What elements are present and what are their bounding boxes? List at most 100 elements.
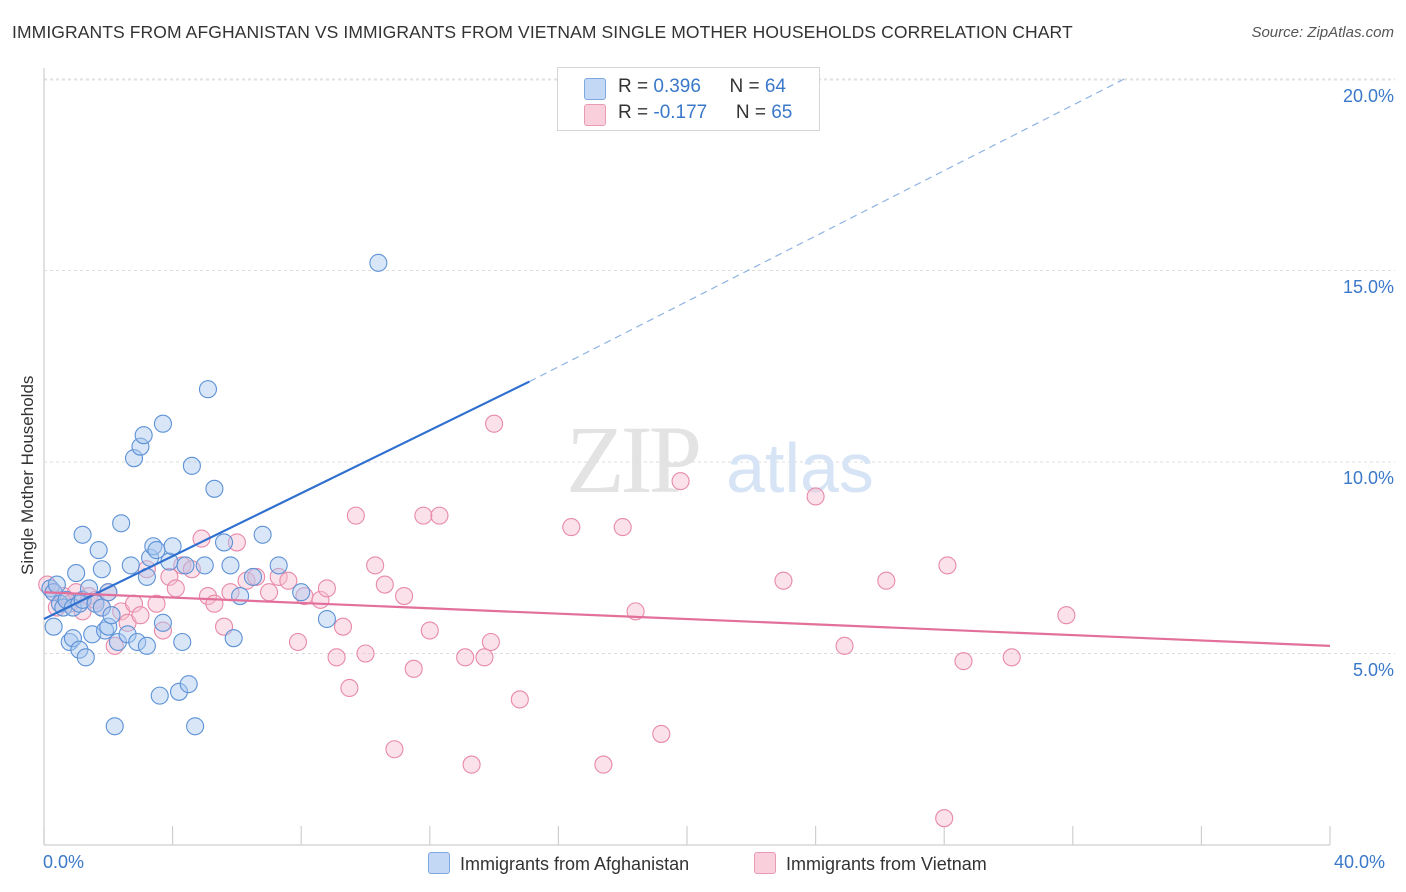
vietnam-point (774, 571, 793, 590)
vietnam-swatch (754, 852, 776, 874)
vietnam-point (613, 518, 632, 537)
afghanistan-point (112, 514, 131, 533)
watermark-zip: ZIP (566, 406, 699, 513)
afghanistan-point (150, 686, 169, 705)
source-label: Source: ZipAtlas.com (1251, 24, 1394, 41)
r-value-afghanistan: 0.396 (653, 76, 701, 97)
legend-label-afghanistan: Immigrants from Afghanistan (460, 854, 690, 874)
afghanistan-point (108, 632, 127, 652)
afghanistan-point (70, 640, 89, 659)
vietnam-point (510, 690, 529, 709)
r-value-vietnam: -0.177 (653, 102, 708, 123)
x-max-label: 40.0% (1334, 852, 1386, 872)
afghanistan-point (99, 583, 118, 602)
vietnam-trend-line (43, 591, 1331, 647)
afghanistan-point (44, 617, 63, 636)
afghanistan-point (89, 541, 108, 560)
afghanistan-point (205, 479, 224, 498)
y-tick-label: 20.0% (1342, 86, 1394, 106)
watermark-atlas: atlas (726, 429, 874, 507)
vietnam-point (938, 556, 957, 575)
vietnam-swatch (584, 104, 606, 126)
n-label: N = (735, 102, 772, 123)
vietnam-point (1057, 606, 1076, 625)
afghanistan-swatch (428, 852, 450, 874)
vietnam-point (462, 755, 481, 774)
vietnam-point (671, 472, 690, 491)
y-tick-label: 10.0% (1342, 468, 1394, 488)
vietnam-point (153, 621, 173, 640)
vietnam-point (340, 678, 359, 698)
vietnam-point (366, 556, 385, 575)
afghanistan-point (214, 533, 234, 552)
vietnam-point (594, 755, 613, 774)
vietnam-point (562, 518, 581, 537)
afghanistan-point (137, 636, 156, 655)
afghanistan-point (73, 525, 92, 544)
legend-item-afghanistan: Immigrants from Afghanistan (428, 852, 689, 875)
stats-legend: R = 0.396 N = 64 R = -0.177 N = 65 (557, 67, 820, 131)
afghanistan-point (182, 456, 201, 475)
y-axis-title: Single Mother Households (18, 375, 37, 575)
vietnam-point (806, 487, 825, 506)
vietnam-point (317, 579, 336, 598)
afghanistan-point (292, 583, 311, 602)
vietnam-point (166, 579, 185, 598)
afghanistan-point (105, 717, 124, 736)
afghanistan-point (67, 564, 86, 583)
afghanistan-point (224, 629, 243, 648)
vietnam-point (259, 583, 279, 602)
afghanistan-point (369, 253, 388, 272)
vietnam-point (935, 809, 954, 828)
vietnam-point (481, 632, 500, 652)
afghanistan-point (76, 648, 95, 667)
vietnam-point (877, 571, 896, 590)
afghanistan-point (179, 675, 198, 694)
vietnam-point (160, 567, 179, 586)
afghanistan-trend-line (43, 380, 530, 621)
vietnam-point (147, 594, 166, 613)
afghanistan-point (128, 632, 147, 652)
afghanistan-point (121, 556, 140, 575)
vietnam-point (131, 606, 150, 625)
afghanistan-point (47, 575, 66, 594)
vietnam-point (420, 621, 439, 640)
y-tick-label: 5.0% (1352, 660, 1394, 680)
vietnam-point (279, 571, 298, 590)
afghanistan-point (231, 586, 250, 606)
chart-title: IMMIGRANTS FROM AFGHANISTAN VS IMMIGRANT… (12, 22, 1073, 42)
afghanistan-point (317, 609, 336, 629)
afghanistan-point (253, 525, 272, 544)
vietnam-point (375, 575, 394, 594)
afghanistan-point (102, 606, 121, 625)
afghanistan-point (63, 629, 82, 648)
vietnam-point (456, 648, 475, 667)
vietnam-point (485, 414, 504, 433)
n-value-vietnam: 65 (771, 102, 793, 123)
afghanistan-point (99, 617, 118, 636)
afghanistan-trend-extension (529, 78, 1125, 383)
vietnam-point (835, 636, 854, 655)
afghanistan-point (195, 556, 214, 575)
vietnam-point (414, 506, 433, 525)
afghanistan-point (173, 632, 192, 652)
afghanistan-point (131, 437, 150, 456)
vietnam-point (356, 644, 375, 663)
y-tick-label: 15.0% (1342, 277, 1394, 297)
afghanistan-point (124, 449, 144, 468)
vietnam-point (333, 617, 353, 636)
r-label: R = (618, 102, 654, 123)
vietnam-point (404, 659, 423, 678)
vietnam-point (652, 724, 671, 743)
afghanistan-point (176, 556, 195, 575)
afghanistan-point (243, 567, 263, 586)
vietnam-point (430, 506, 449, 525)
afghanistan-point (134, 426, 153, 445)
afghanistan-point (169, 682, 189, 701)
vietnam-point (954, 652, 973, 671)
vietnam-point (1002, 648, 1021, 667)
vietnam-point (385, 740, 404, 759)
n-value-afghanistan: 64 (764, 76, 786, 97)
vietnam-point (395, 586, 414, 606)
